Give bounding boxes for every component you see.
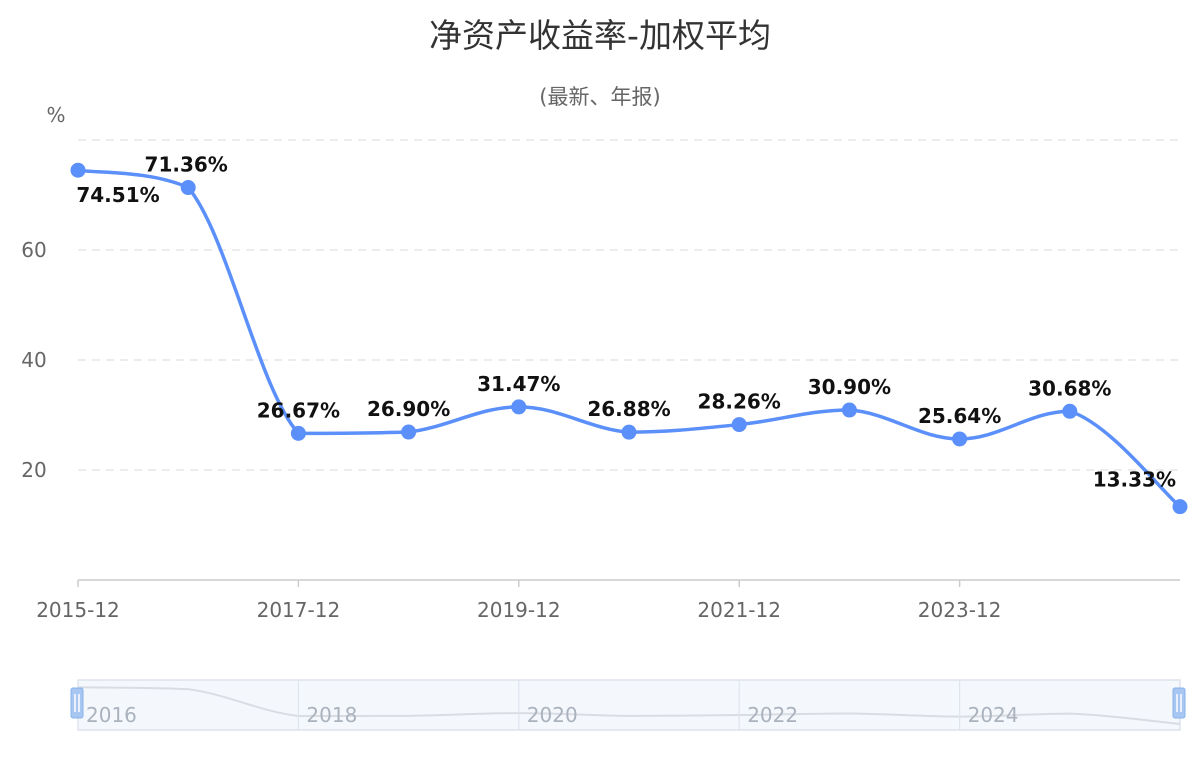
x-tick-label: 2015-12 [36, 598, 120, 622]
data-label: 31.47% [477, 372, 560, 396]
data-point [511, 399, 527, 415]
x-tick-label: 2017-12 [257, 598, 341, 622]
chart-title: 净资产收益率-加权平均 [429, 16, 771, 55]
x-tick-label: 2023-12 [918, 598, 1002, 622]
data-point [180, 180, 196, 196]
slider-year-label: 2022 [747, 703, 798, 727]
slider-year-label: 2018 [306, 703, 357, 727]
data-label: 71.36% [145, 153, 228, 177]
slider-handle-right[interactable] [1172, 687, 1186, 719]
data-point [1062, 403, 1078, 419]
slider-year-label: 2020 [527, 703, 578, 727]
data-point [731, 417, 747, 433]
x-axis: 2015-12 2017-12 2019-12 2021-12 2023-12 [36, 579, 1180, 622]
data-label: 13.33% [1093, 468, 1176, 492]
data-point [401, 424, 417, 440]
data-point [621, 424, 637, 440]
zoom-slider[interactable]: 2016 2018 2020 2022 2024 [70, 679, 1186, 731]
data-label: 25.64% [918, 404, 1001, 428]
slider-track [77, 679, 1181, 731]
y-axis: 20 40 60 [21, 238, 46, 482]
y-tick-label: 20 [21, 458, 46, 482]
data-point [841, 402, 857, 418]
data-label: 26.88% [587, 397, 670, 421]
slider-year-label: 2016 [86, 703, 137, 727]
data-point [290, 425, 306, 441]
data-labels: 74.51% 71.36% 26.67% 26.90% 31.47% 26.88% 28.2… [76, 153, 1176, 492]
data-point [70, 162, 86, 178]
x-tick-label: 2019-12 [477, 598, 561, 622]
y-tick-label: 60 [21, 238, 46, 262]
data-label: 30.68% [1028, 376, 1111, 400]
series-line [77, 168, 1182, 509]
slider-preview-line [77, 686, 1181, 725]
data-points [70, 162, 1188, 515]
data-label: 30.90% [808, 375, 891, 399]
y-tick-label: 40 [21, 348, 46, 372]
x-tick-label: 2021-12 [697, 598, 781, 622]
data-point [1172, 499, 1188, 515]
slider-handle-left[interactable] [70, 687, 84, 719]
y-axis-unit: % [46, 103, 65, 127]
series-line-path [77, 168, 1182, 509]
data-point [952, 431, 968, 447]
data-label: 26.67% [257, 398, 340, 422]
slider-year-label: 2024 [968, 703, 1019, 727]
data-label: 26.90% [367, 397, 450, 421]
data-label: 28.26% [698, 390, 781, 414]
chart-subtitle: (最新、年报) [539, 85, 660, 109]
data-label: 74.51% [76, 183, 159, 207]
